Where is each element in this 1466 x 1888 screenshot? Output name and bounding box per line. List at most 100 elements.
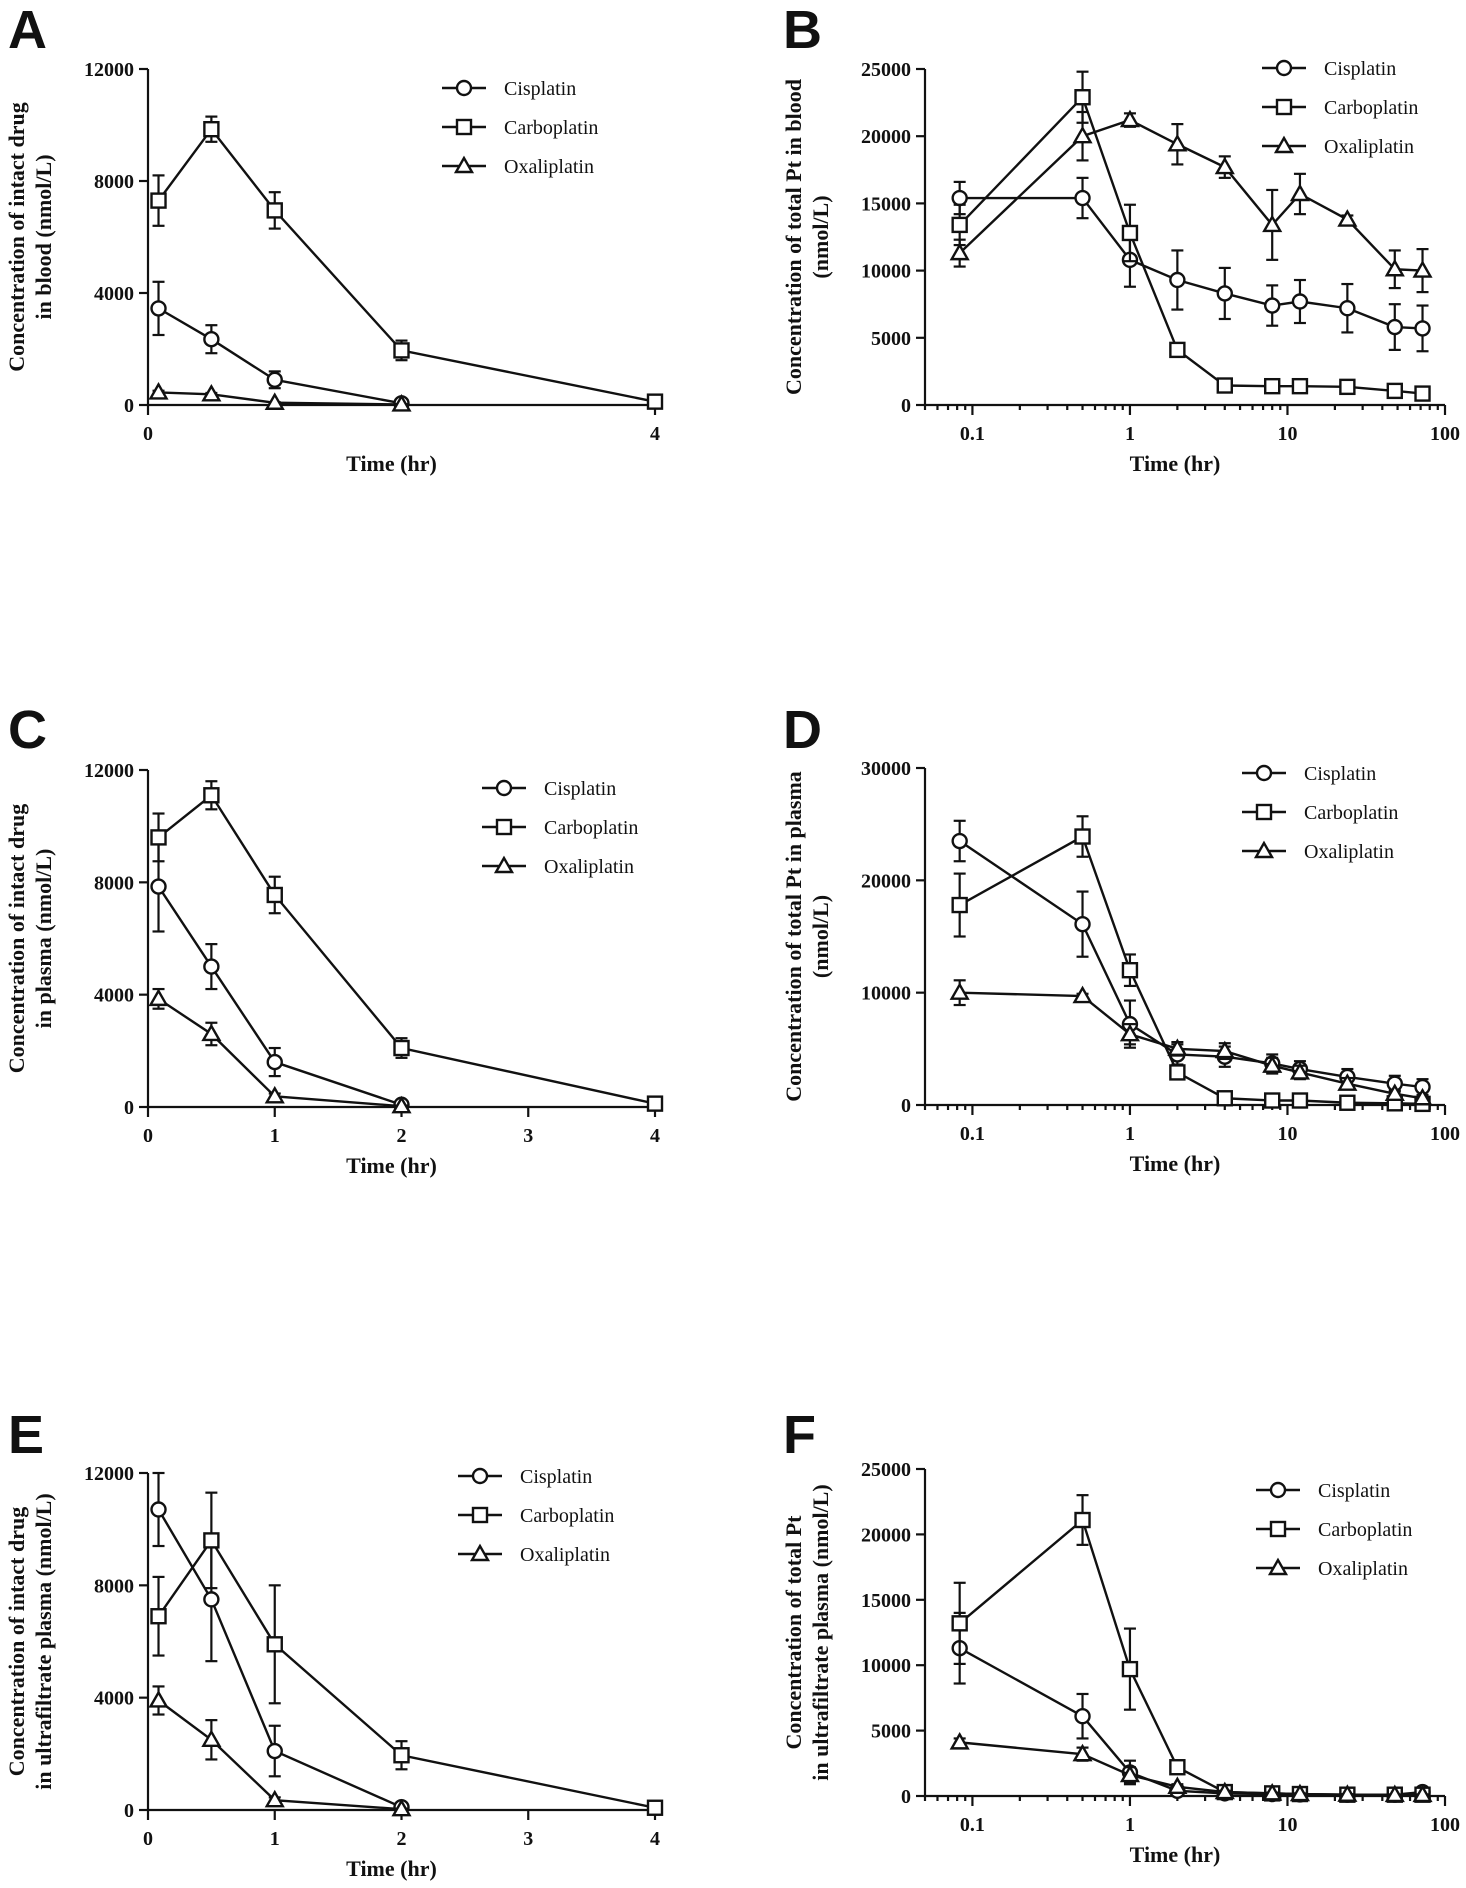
data-point [393, 342, 410, 359]
x-tick-label-a: 0 [143, 423, 153, 445]
legend-marker-carboplatin [1255, 803, 1273, 821]
data-point [1339, 378, 1356, 396]
x-tick-label-d: 0.1 [960, 1123, 985, 1145]
legend-label-oxaliplatin: Oxaliplatin [504, 156, 594, 178]
x-tick-label-b: 100 [1430, 423, 1460, 445]
panel-e: E 0 4000 8000 12000 0 1 2 3 4 Time (hr) Concentrati… [4, 1405, 664, 1881]
x-tick-label-b: 10 [1277, 423, 1297, 445]
legend-label-cisplatin: Cisplatin [1318, 1480, 1390, 1502]
y-axis-title-b: Concentration of total Pt in blood [781, 79, 806, 395]
data-point [203, 1591, 220, 1608]
y-axis-title-e: in ultrafiltrate plasma (nmol/L) [31, 1493, 56, 1789]
data-point [1169, 271, 1186, 289]
data-point [1169, 341, 1186, 359]
data-point [150, 1608, 167, 1625]
data-point [1074, 1708, 1091, 1725]
series-line-cisplatin [157, 307, 402, 405]
x-tick-label-e: 1 [270, 1828, 280, 1850]
data-point [393, 1039, 410, 1057]
legend-label-carboplatin: Carboplatin [520, 1505, 614, 1527]
legend-a: Cisplatin Carboplatin Oxaliplatin [442, 78, 598, 178]
legend-marker-cisplatin [1275, 59, 1293, 77]
data-point [266, 886, 283, 904]
data-point [1264, 377, 1281, 395]
data-point [203, 1532, 220, 1549]
data-point [203, 331, 220, 348]
y-axis-title-c: Concentration of intact drug [4, 804, 29, 1073]
data-point [203, 958, 220, 975]
series-line-oxaliplatin [157, 1699, 402, 1811]
x-tick-label-e: 0 [143, 1828, 153, 1850]
data-point [1384, 1784, 1405, 1803]
series-line-carboplatin [959, 834, 1423, 1106]
legend-marker-oxaliplatin [1273, 135, 1295, 154]
y-tick-label-c: 8000 [94, 872, 134, 894]
data-point [951, 896, 968, 914]
panel-letter-c: C [8, 700, 47, 760]
data-point [203, 787, 220, 804]
data-point [646, 1095, 664, 1112]
x-axis-title-f: Time (hr) [1130, 1842, 1221, 1867]
data-point [150, 300, 167, 317]
y-tick-label-f: 25000 [861, 1459, 911, 1481]
y-tick-label-a: 4000 [94, 283, 134, 305]
data-point [1121, 224, 1139, 242]
data-point [1121, 962, 1139, 979]
y-tick-label-c: 0 [124, 1097, 134, 1119]
data-point [266, 1053, 283, 1071]
panel-d: D 0 10000 20000 30000 0.1 1 10 100 Time (hr) Conce… [781, 700, 1460, 1176]
legend-label-carboplatin: Carboplatin [504, 117, 598, 139]
data-point [150, 829, 167, 846]
data-point [1289, 1062, 1311, 1080]
x-tick-label-e: 2 [397, 1828, 407, 1850]
data-point [1119, 1764, 1141, 1783]
data-point [1262, 1782, 1283, 1801]
data-point [148, 988, 169, 1007]
data-point [148, 381, 169, 400]
data-point [951, 216, 968, 234]
legend-label-cisplatin: Cisplatin [504, 78, 576, 100]
data-point [391, 394, 412, 412]
data-point [1169, 1759, 1186, 1776]
data-point [1386, 318, 1403, 336]
series-line-cisplatin [157, 1508, 402, 1809]
x-axis-title-c: Time (hr) [346, 1153, 437, 1178]
data-point [1412, 1087, 1433, 1106]
legend-b: Cisplatin Carboplatin Oxaliplatin [1262, 58, 1418, 158]
data-point [266, 1636, 283, 1653]
y-tick-label-d: 0 [901, 1095, 911, 1117]
series-c-cisplatin [150, 840, 410, 1113]
series-line-oxaliplatin [158, 391, 402, 406]
data-point [1412, 1784, 1433, 1803]
series-f-oxaliplatin [949, 1731, 1433, 1803]
y-tick-label-f: 5000 [871, 1721, 911, 1743]
legend-label-oxaliplatin: Oxaliplatin [1324, 136, 1414, 158]
y-axis-title-c: in plasma (nmol/L) [31, 849, 56, 1029]
legend-marker-oxaliplatin [453, 155, 475, 174]
data-point [1167, 1038, 1188, 1057]
x-tick-label-c: 1 [270, 1125, 280, 1147]
y-tick-label-c: 4000 [94, 985, 134, 1007]
legend-label-oxaliplatin: Oxaliplatin [1304, 841, 1394, 863]
x-tick-label-f: 100 [1430, 1814, 1460, 1836]
y-tick-label-f: 0 [901, 1786, 911, 1808]
data-point [1167, 133, 1188, 152]
data-point [1072, 985, 1093, 1004]
data-point [1264, 1092, 1281, 1109]
data-point [1412, 260, 1433, 278]
data-point [264, 1085, 285, 1104]
legend-c: Cisplatin Carboplatin Oxaliplatin [482, 778, 638, 878]
x-tick-label-d: 100 [1430, 1123, 1460, 1145]
x-tick-label-b: 0.1 [960, 423, 985, 445]
legend-label-cisplatin: Cisplatin [520, 1466, 592, 1488]
data-point [1216, 377, 1233, 394]
data-point [1214, 156, 1235, 175]
data-point [148, 1690, 169, 1708]
data-point [393, 1747, 410, 1764]
data-point [646, 1799, 664, 1816]
data-point [1414, 320, 1431, 337]
series-a-cisplatin [150, 280, 410, 412]
y-axis-title-b: (nmol/L) [808, 195, 833, 278]
legend-e: Cisplatin Carboplatin Oxaliplatin [458, 1466, 614, 1566]
